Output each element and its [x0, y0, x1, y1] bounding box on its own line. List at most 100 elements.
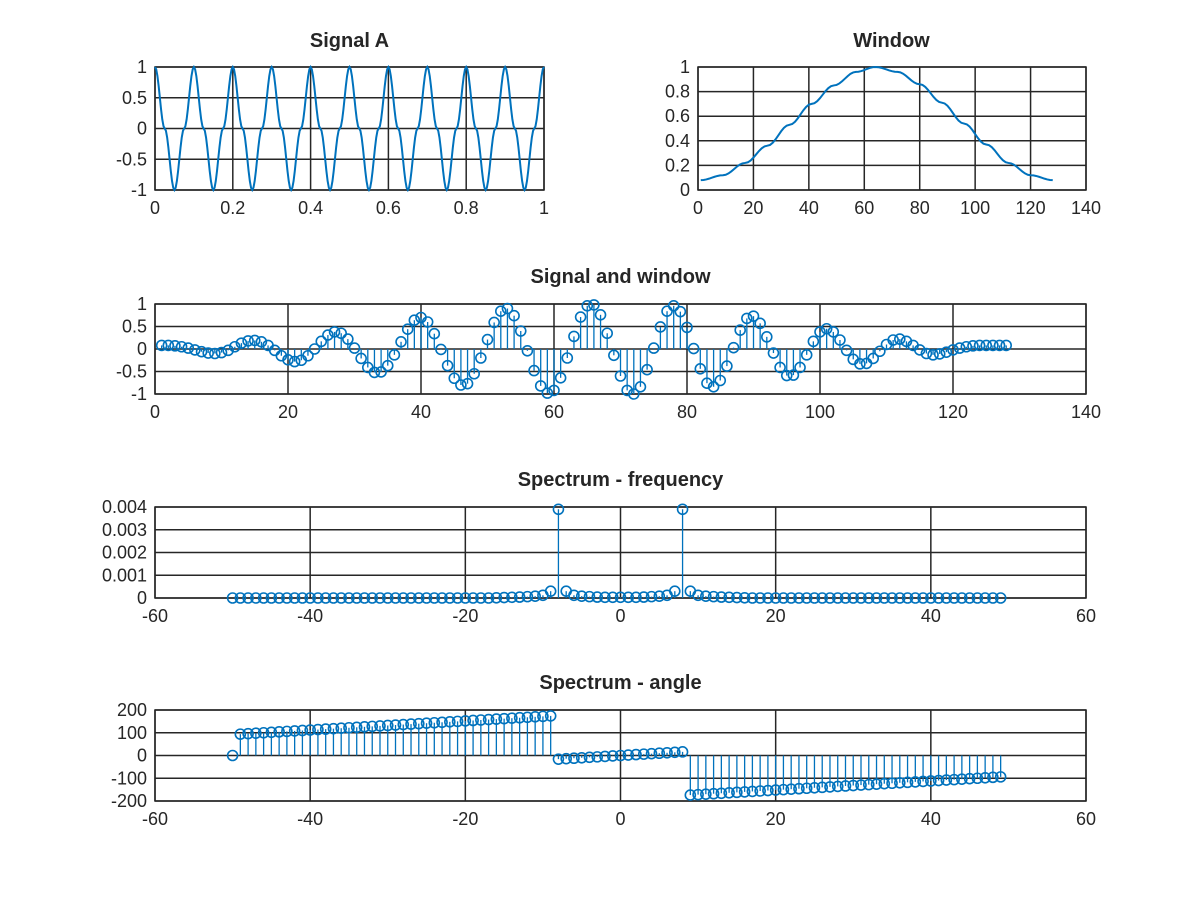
stem-marker: [282, 353, 294, 366]
stem-marker: [189, 344, 201, 356]
y-tick-label: 0.004: [102, 497, 147, 517]
stem-marker: [769, 592, 782, 604]
y-tick-label: 0: [137, 339, 147, 359]
stem-marker: [940, 346, 953, 358]
x-tick-label: 0: [615, 809, 625, 829]
stem-marker: [575, 590, 588, 602]
stem-marker: [482, 713, 495, 726]
stem-marker: [242, 335, 254, 347]
stem-marker: [692, 589, 704, 602]
stem-marker: [235, 337, 248, 349]
stem-marker: [653, 590, 666, 602]
stem-marker: [707, 590, 720, 603]
stem-marker: [508, 309, 520, 322]
stem-marker: [645, 747, 658, 760]
stem-marker: [498, 712, 510, 725]
stem-marker: [242, 727, 254, 740]
stem-marker: [248, 334, 261, 347]
y-tick-label: 1: [680, 57, 690, 77]
stem-marker: [816, 592, 829, 604]
stem-marker: [820, 322, 833, 335]
stem-marker: [319, 723, 332, 735]
stem-marker: [436, 592, 448, 604]
stem-marker: [777, 592, 790, 604]
stem-marker: [482, 592, 495, 604]
y-tick-label: 200: [117, 700, 147, 720]
stem-marker: [327, 592, 340, 604]
stem-marker: [467, 592, 479, 604]
x-tick-label: -60: [142, 606, 168, 626]
stem-marker: [521, 711, 534, 724]
stem-marker: [288, 725, 301, 737]
stem-marker: [335, 327, 348, 340]
stem-marker: [358, 592, 371, 604]
y-tick-label: -0.5: [116, 362, 147, 382]
stem-marker: [374, 592, 386, 604]
stem-marker: [343, 721, 355, 734]
stem-marker: [599, 750, 611, 763]
subplot-title: Spectrum - angle: [539, 672, 701, 694]
stem-marker: [358, 721, 371, 733]
stem-marker: [777, 783, 790, 796]
x-tick-label: 20: [766, 606, 786, 626]
stem-marker: [953, 342, 966, 354]
stem-marker: [800, 592, 813, 604]
stem-marker: [913, 344, 926, 356]
stem-marker: [674, 305, 687, 318]
stem-marker: [734, 324, 747, 336]
stem-marker: [973, 339, 986, 352]
stem-marker: [599, 591, 611, 604]
x-tick-label: -20: [452, 606, 478, 626]
axes-box: [154, 303, 1087, 395]
stem-marker: [581, 299, 594, 312]
stem-marker: [529, 590, 541, 602]
stem-marker: [754, 785, 766, 797]
stem-marker: [273, 592, 285, 604]
stem-marker: [824, 781, 836, 793]
y-tick-label: 0.8: [665, 82, 690, 102]
stem-marker: [767, 347, 780, 359]
stem-marker: [412, 717, 425, 730]
stem-marker: [468, 367, 481, 380]
y-tick-label: 0.2: [665, 155, 690, 175]
stem-marker: [583, 590, 596, 603]
stem-marker: [302, 349, 314, 362]
stem-marker: [793, 592, 805, 604]
stem-marker: [265, 592, 278, 604]
x-tick-label: 0: [693, 198, 703, 218]
stem-marker: [175, 340, 188, 353]
stem-marker: [608, 349, 620, 362]
stem-marker: [715, 591, 728, 603]
stem-marker: [405, 592, 417, 604]
x-tick-label: 40: [411, 402, 431, 422]
stem-marker: [831, 592, 844, 604]
subplot-spectrum-angle: Spectrum - angle -60 -40 -20 0 20 40 60-200-10…: [111, 672, 1096, 829]
stem-marker: [694, 362, 707, 375]
stem-marker: [308, 343, 321, 355]
y-tick-label: -1: [131, 384, 147, 404]
stem-marker: [350, 721, 363, 734]
stem-marker: [854, 358, 866, 370]
stem-marker: [541, 387, 554, 399]
stem-marker: [281, 725, 293, 738]
stem-marker: [614, 749, 627, 762]
stem-marker: [397, 718, 410, 731]
stem-marker: [498, 591, 510, 604]
x-tick-label: 120: [938, 402, 968, 422]
stem-marker: [548, 384, 560, 397]
stem-marker: [925, 592, 937, 604]
stem-marker: [428, 327, 441, 340]
stem-marker: [762, 784, 774, 797]
y-tick-label: 0.001: [102, 565, 147, 585]
subplot-title: Window: [853, 30, 930, 52]
y-tick-label: 1: [137, 294, 147, 314]
stem-marker: [182, 342, 195, 354]
stem-marker: [514, 325, 527, 337]
stem-marker: [701, 377, 713, 390]
stem-marker: [606, 750, 619, 762]
stem-marker: [839, 592, 852, 604]
stem-marker: [917, 775, 929, 788]
stem-marker: [461, 377, 474, 390]
stem-marker: [435, 343, 447, 356]
stem-marker: [793, 782, 805, 795]
